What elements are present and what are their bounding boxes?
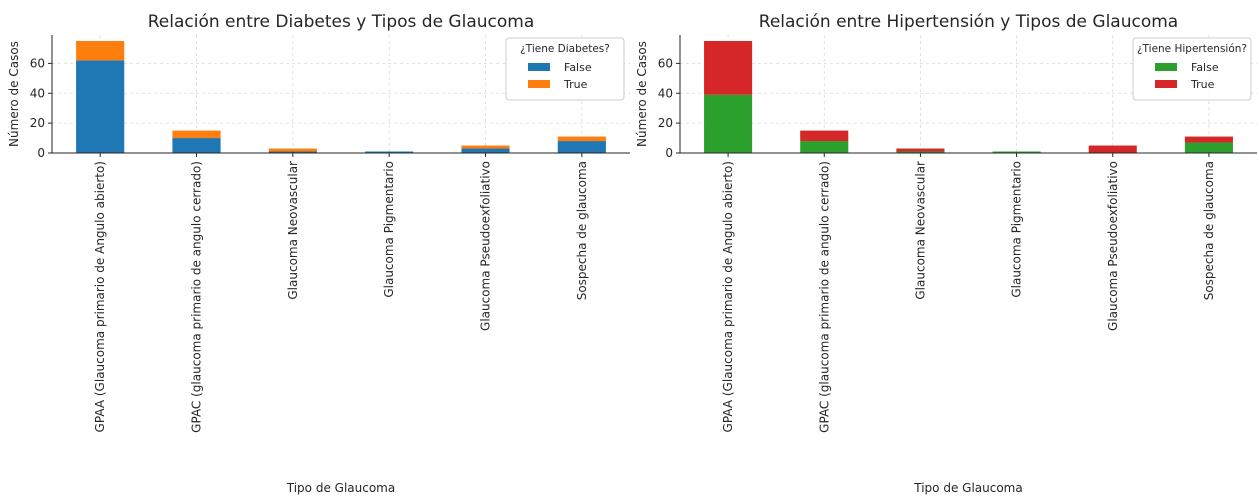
bar: [268, 151, 317, 153]
bar: [461, 145, 510, 149]
bar: [172, 138, 221, 153]
y-tick-label: 40: [30, 86, 45, 100]
bar: [76, 40, 125, 61]
bar: [461, 148, 510, 153]
x-axis-label: Tipo de Glaucoma: [913, 481, 1022, 495]
bar: [557, 136, 606, 142]
x-tick-label: GPAC (glaucoma primario de angulo cerrad…: [817, 161, 831, 433]
bar: [1088, 145, 1137, 153]
x-axis-label: Tipo de Glaucoma: [286, 481, 395, 495]
bar: [896, 151, 945, 153]
y-axis-label: Número de Casos: [7, 41, 21, 147]
bar: [704, 40, 753, 95]
x-tick-label: Glaucoma Neovascular: [913, 161, 927, 300]
y-tick-label: 20: [658, 116, 673, 130]
x-tick-label: Glaucoma Pigmentario: [382, 161, 396, 298]
x-tick-label: Glaucoma Pseudoexfoliativo: [1106, 161, 1120, 331]
x-tick-label: GPAA (Glaucoma primario de Angulo abiert…: [93, 161, 107, 432]
y-tick-label: 0: [665, 146, 673, 160]
x-tick-label: Sospecha de glaucoma: [1202, 161, 1216, 300]
x-tick-label: GPAC (glaucoma primario de angulo cerrad…: [190, 161, 204, 433]
bar: [365, 151, 414, 153]
bar: [557, 141, 606, 153]
legend-swatch: [528, 63, 550, 71]
x-tick-label: Glaucoma Neovascular: [286, 161, 300, 300]
x-tick-label: Glaucoma Pigmentario: [1010, 161, 1024, 298]
bar: [992, 151, 1041, 153]
y-axis-label: Número de Casos: [635, 41, 649, 147]
y-tick-label: 40: [658, 86, 673, 100]
bar: [896, 148, 945, 152]
legend-label: False: [564, 61, 592, 74]
legend-swatch: [1155, 80, 1177, 88]
legend-label: True: [563, 78, 588, 91]
x-tick-label: Sospecha de glaucoma: [575, 161, 589, 300]
bar: [800, 130, 849, 142]
bar: [172, 130, 221, 139]
legend-title: ¿Tiene Hipertensión?: [1137, 43, 1247, 55]
y-tick-label: 60: [658, 56, 673, 70]
legend-label: True: [1190, 78, 1215, 91]
bar: [76, 60, 125, 153]
bar: [1184, 142, 1233, 153]
x-tick-label: GPAA (Glaucoma primario de Angulo abiert…: [721, 161, 735, 432]
legend-swatch: [528, 80, 550, 88]
y-tick-label: 20: [30, 116, 45, 130]
chart-title: Relación entre Diabetes y Tipos de Glauc…: [148, 12, 535, 32]
bar: [704, 94, 753, 153]
chart-title: Relación entre Hipertensión y Tipos de G…: [759, 12, 1178, 32]
y-tick-label: 0: [37, 146, 45, 160]
legend-label: False: [1191, 61, 1219, 74]
legend-title: ¿Tiene Diabetes?: [520, 43, 610, 55]
bar: [1184, 136, 1233, 143]
x-tick-label: Glaucoma Pseudoexfoliativo: [479, 161, 493, 331]
legend-swatch: [1155, 63, 1177, 71]
y-tick-label: 60: [30, 56, 45, 70]
bar: [800, 141, 849, 153]
bar: [268, 148, 317, 152]
